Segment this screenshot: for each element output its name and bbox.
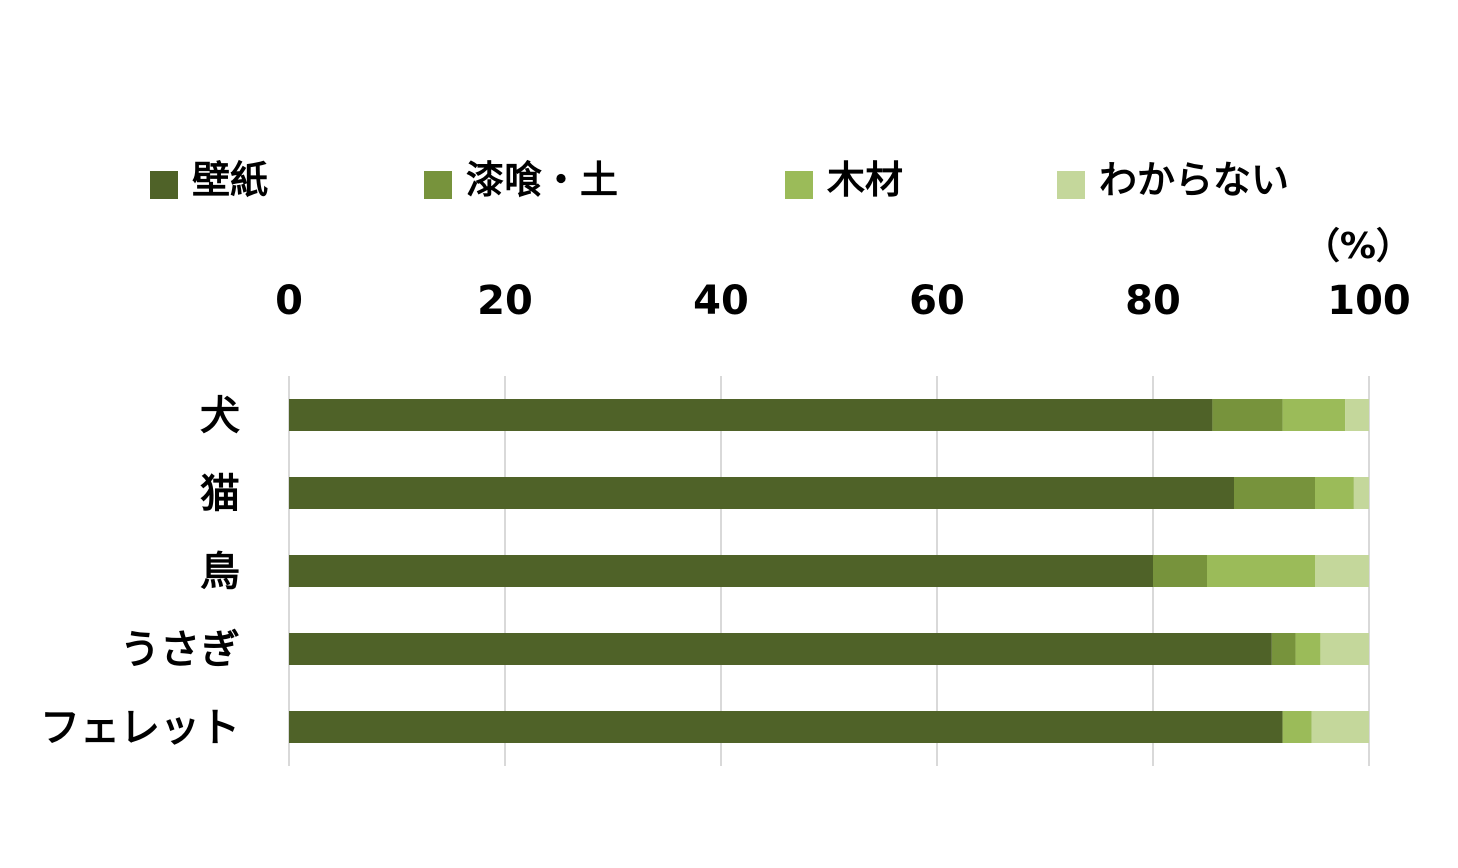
bar-segment-4-3	[1311, 711, 1369, 743]
x-tick-label-3: 60	[909, 278, 965, 324]
x-tick-label-4: 80	[1125, 278, 1181, 324]
category-label-4: フェレット	[40, 705, 240, 751]
legend-label-3: わからない	[1099, 158, 1289, 202]
x-tick-label-0: 0	[275, 278, 303, 324]
category-label-0: 犬	[200, 393, 240, 439]
bar-segment-1-3	[1353, 477, 1369, 509]
legend-swatch-2	[785, 171, 813, 199]
bar-segment-0-2	[1282, 399, 1346, 431]
bar-segment-3-1	[1271, 633, 1296, 665]
bars	[289, 399, 1369, 743]
bar-segment-2-1	[1153, 555, 1207, 587]
legend-swatch-1	[424, 171, 452, 199]
x-tick-label-2: 40	[693, 278, 749, 324]
bar-segment-3-2	[1295, 633, 1321, 665]
bar-segment-2-3	[1315, 555, 1369, 587]
legend-label-1: 漆喰・土	[466, 158, 618, 202]
category-label-1: 猫	[200, 471, 240, 517]
legend: 壁紙 漆喰・土 木材 わからない	[150, 158, 1289, 202]
bar-segment-0-1	[1212, 399, 1283, 431]
legend-label-2: 木材	[827, 158, 903, 202]
category-label-2: 鳥	[200, 549, 240, 595]
bar-segment-3-3	[1320, 633, 1369, 665]
bar-segment-1-2	[1315, 477, 1354, 509]
legend-label-0: 壁紙	[192, 158, 268, 202]
bar-segment-2-0	[289, 555, 1153, 587]
x-tick-label-5: 100	[1327, 278, 1411, 324]
bar-segment-2-2	[1207, 555, 1315, 587]
bar-segment-0-3	[1345, 399, 1369, 431]
bar-segment-4-2	[1282, 711, 1312, 743]
legend-swatch-0	[150, 171, 178, 199]
bar-segment-4-0	[289, 711, 1283, 743]
x-tick-label-1: 20	[477, 278, 533, 324]
bar-segment-1-0	[289, 477, 1234, 509]
category-label-3: うさぎ	[120, 627, 240, 673]
legend-swatch-3	[1057, 171, 1085, 199]
bar-segment-0-0	[289, 399, 1213, 431]
bar-segment-1-1	[1234, 477, 1315, 509]
bar-segment-3-0	[289, 633, 1272, 665]
x-axis-ticks: 0 20 40 60 80 100	[275, 278, 1411, 324]
axis-unit-label: （%）	[1304, 226, 1412, 267]
